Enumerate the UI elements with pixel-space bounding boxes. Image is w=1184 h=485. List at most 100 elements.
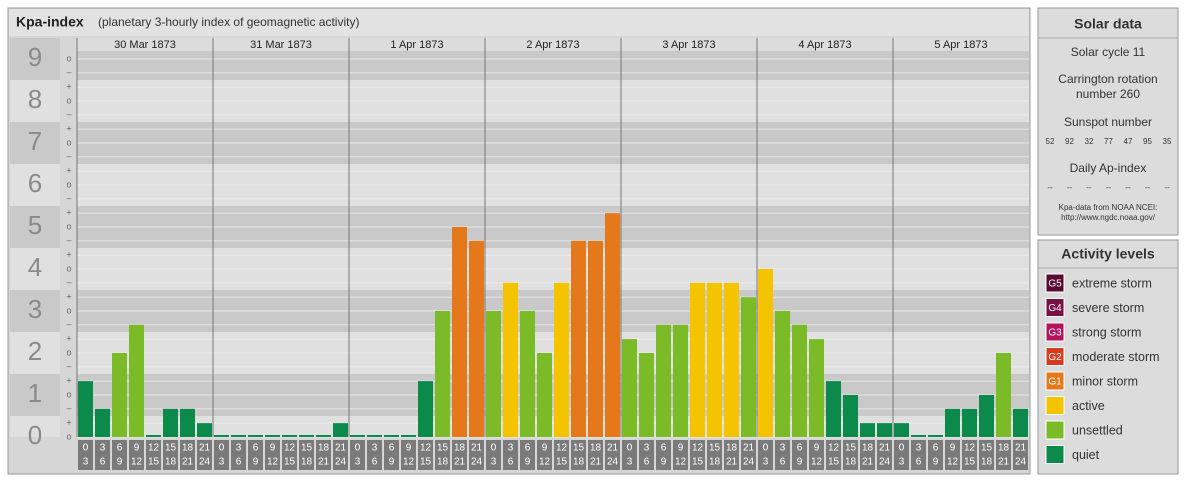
hour-start: 0 — [763, 443, 769, 454]
ap-value: -- — [1125, 183, 1131, 192]
bar — [690, 282, 705, 437]
hour-end: 24 — [471, 457, 483, 468]
level-swatch — [1045, 420, 1065, 440]
day-header — [621, 38, 757, 51]
hour-box — [452, 440, 467, 470]
bar — [741, 297, 756, 437]
hour-start: 0 — [219, 443, 225, 454]
hour-end: 18 — [437, 457, 449, 468]
minor-tick-label: – — [66, 67, 71, 77]
hour-end: 24 — [1015, 457, 1027, 468]
level-code: G3 — [1048, 328, 1062, 339]
bar — [877, 423, 892, 437]
hour-box — [656, 440, 671, 470]
y-tick-label: 8 — [28, 84, 42, 114]
hour-start: 15 — [845, 443, 857, 454]
bar — [928, 435, 943, 437]
hour-box — [384, 440, 399, 470]
minor-tick-label: – — [66, 403, 71, 413]
level-swatch — [1045, 298, 1065, 317]
minor-tick-label: + — [66, 208, 71, 218]
hour-end: 18 — [573, 457, 585, 468]
hour-start: 15 — [709, 443, 721, 454]
hour-box — [673, 440, 688, 470]
bar — [401, 435, 416, 437]
hour-box — [707, 440, 722, 470]
hour-end: 21 — [454, 457, 466, 468]
bar — [673, 324, 688, 437]
hour-end: 15 — [692, 457, 704, 468]
hour-end: 21 — [318, 457, 330, 468]
bar — [112, 353, 127, 437]
bar — [435, 311, 450, 437]
hour-end: 9 — [661, 457, 667, 468]
band-label-bg — [10, 38, 60, 80]
y-tick-label: 4 — [28, 252, 42, 282]
day-label: 5 Apr 1873 — [934, 39, 987, 51]
level-swatch — [1045, 322, 1065, 342]
hour-start: 9 — [950, 443, 956, 454]
bar — [248, 435, 263, 437]
hour-end: 6 — [372, 457, 378, 468]
hour-box — [554, 440, 569, 470]
ap-value: -- — [1047, 183, 1053, 192]
bar — [588, 240, 603, 437]
hour-start: 15 — [301, 443, 313, 454]
hour-end: 15 — [964, 457, 976, 468]
day-header — [485, 38, 621, 51]
level-label: quiet — [1072, 448, 1100, 462]
y-tick-label: 5 — [28, 210, 42, 240]
hour-start: 21 — [879, 443, 891, 454]
bar — [622, 339, 637, 437]
y-tick-label: 0 — [28, 420, 42, 450]
hour-start: 9 — [270, 443, 276, 454]
bar — [724, 282, 739, 437]
hour-box — [316, 440, 331, 470]
hour-start: 12 — [420, 443, 432, 454]
hour-start: 6 — [389, 443, 395, 454]
hour-start: 12 — [692, 443, 704, 454]
day-header — [893, 38, 1029, 51]
hour-box — [248, 440, 263, 470]
hour-start: 18 — [862, 443, 874, 454]
hour-start: 21 — [199, 443, 211, 454]
hour-start: 6 — [117, 443, 123, 454]
bar — [605, 213, 620, 437]
hour-box — [299, 440, 314, 470]
bar — [1013, 408, 1028, 437]
hour-box — [758, 440, 773, 470]
hour-start: 0 — [899, 443, 905, 454]
hour-start: 21 — [1015, 443, 1027, 454]
hour-start: 9 — [542, 443, 548, 454]
solar-cycle: Solar cycle 11 — [1071, 45, 1146, 59]
day-label: 2 Apr 1873 — [526, 39, 579, 51]
hour-end: 12 — [811, 457, 823, 468]
hour-start: 21 — [335, 443, 347, 454]
ap-value: -- — [1086, 183, 1092, 192]
hour-end: 3 — [355, 457, 361, 468]
level-code: G2 — [1048, 352, 1062, 363]
bar — [809, 339, 824, 437]
hour-box — [163, 440, 178, 470]
day-label: 3 Apr 1873 — [662, 39, 715, 51]
hour-start: 18 — [182, 443, 194, 454]
hour-start: 0 — [627, 443, 633, 454]
chart-subtitle: (planetary 3-hourly index of geomagnetic… — [98, 15, 359, 29]
hour-end: 3 — [83, 457, 89, 468]
bar — [656, 324, 671, 437]
hour-box — [197, 440, 212, 470]
hour-end: 12 — [403, 457, 415, 468]
bar — [826, 381, 841, 437]
sunspot-value: 92 — [1065, 137, 1074, 146]
hour-start: 0 — [355, 443, 361, 454]
hour-start: 9 — [406, 443, 412, 454]
hour-end: 9 — [525, 457, 531, 468]
bar — [367, 435, 382, 437]
minor-tick-label: o — [66, 389, 71, 399]
hour-end: 18 — [709, 457, 721, 468]
bar — [979, 395, 994, 437]
minor-tick-label: o — [66, 53, 71, 63]
hour-box — [724, 440, 739, 470]
hour-box — [792, 440, 807, 470]
level-swatch — [1045, 396, 1065, 415]
